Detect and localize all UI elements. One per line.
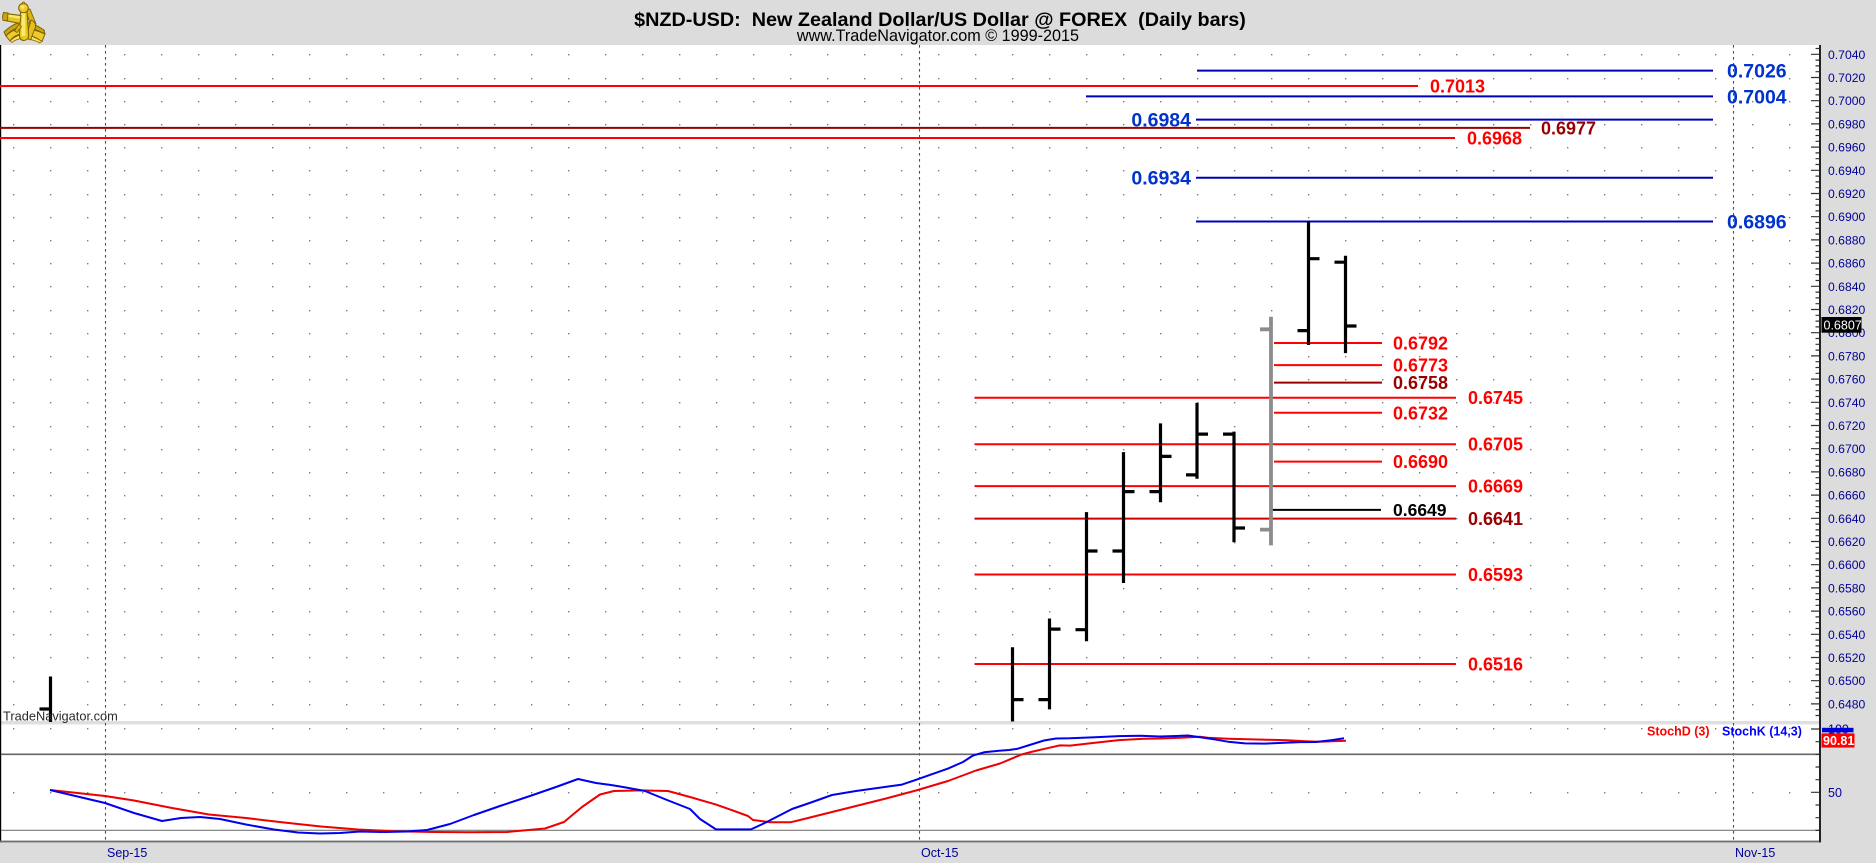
svg-text:0.6732: 0.6732 [1393, 403, 1448, 423]
svg-text:0.6580: 0.6580 [1828, 581, 1865, 595]
svg-text:0.7020: 0.7020 [1828, 71, 1865, 85]
svg-text:0.7026: 0.7026 [1727, 61, 1787, 83]
svg-text:0.6920: 0.6920 [1828, 187, 1865, 201]
svg-text:0.6940: 0.6940 [1828, 164, 1865, 178]
svg-text:0.6500: 0.6500 [1828, 674, 1865, 688]
svg-text:Oct-15: Oct-15 [921, 846, 959, 860]
svg-text:0.6968: 0.6968 [1467, 129, 1522, 149]
svg-text:0.6807: 0.6807 [1824, 319, 1862, 333]
svg-text:0.7013: 0.7013 [1430, 77, 1485, 97]
svg-text:0.7004: 0.7004 [1727, 86, 1787, 108]
svg-text:0.6745: 0.6745 [1468, 388, 1523, 408]
svg-text:0.6980: 0.6980 [1828, 117, 1865, 131]
svg-text:0.6900: 0.6900 [1828, 210, 1865, 224]
svg-text:0.6560: 0.6560 [1828, 605, 1865, 619]
svg-text:0.6480: 0.6480 [1828, 697, 1865, 711]
svg-text:0.6669: 0.6669 [1468, 477, 1523, 497]
svg-text:0.6820: 0.6820 [1828, 303, 1865, 317]
svg-text:0.6540: 0.6540 [1828, 628, 1865, 642]
svg-text:StochD (3): StochD (3) [1647, 725, 1710, 739]
svg-text:0.6649: 0.6649 [1393, 500, 1447, 520]
svg-text:0.6690: 0.6690 [1393, 452, 1448, 472]
svg-text:90.81: 90.81 [1823, 734, 1854, 748]
svg-text:0.6600: 0.6600 [1828, 558, 1865, 572]
svg-text:50: 50 [1828, 786, 1842, 800]
svg-text:0.6760: 0.6760 [1828, 373, 1865, 387]
svg-text:0.6705: 0.6705 [1468, 435, 1523, 455]
svg-text:0.6792: 0.6792 [1393, 334, 1448, 354]
svg-text:0.6880: 0.6880 [1828, 233, 1865, 247]
svg-text:Sep-15: Sep-15 [107, 846, 147, 860]
svg-text:0.6593: 0.6593 [1468, 565, 1523, 585]
svg-text:0.6934: 0.6934 [1131, 168, 1191, 190]
svg-text:www.TradeNavigator.com © 1999-: www.TradeNavigator.com © 1999-2015 [796, 27, 1079, 45]
svg-text:0.6660: 0.6660 [1828, 489, 1865, 503]
svg-text:0.6640: 0.6640 [1828, 512, 1865, 526]
svg-text:0.6840: 0.6840 [1828, 280, 1865, 294]
svg-text:StochK (14,3): StochK (14,3) [1722, 725, 1802, 739]
svg-text:0.6620: 0.6620 [1828, 535, 1865, 549]
svg-text:Nov-15: Nov-15 [1735, 846, 1775, 860]
svg-text:TradeNavigator.com: TradeNavigator.com [3, 709, 118, 724]
svg-text:0.6516: 0.6516 [1468, 655, 1523, 675]
svg-text:0.6680: 0.6680 [1828, 465, 1865, 479]
svg-text:0.6758: 0.6758 [1393, 373, 1448, 393]
svg-text:0.6896: 0.6896 [1727, 211, 1787, 233]
svg-text:0.6860: 0.6860 [1828, 257, 1865, 271]
svg-text:0.7000: 0.7000 [1828, 94, 1865, 108]
svg-text:0.6740: 0.6740 [1828, 396, 1865, 410]
svg-text:0.7040: 0.7040 [1828, 48, 1865, 62]
svg-text:$NZD-USD: New Zealand Dollar/: $NZD-USD: New Zealand Dollar/US Dollar @… [634, 9, 1246, 31]
svg-text:0.6773: 0.6773 [1393, 356, 1448, 376]
svg-text:0.6641: 0.6641 [1468, 509, 1523, 529]
svg-text:0.6780: 0.6780 [1828, 349, 1865, 363]
svg-text:0.6700: 0.6700 [1828, 442, 1865, 456]
svg-text:0.6977: 0.6977 [1541, 118, 1596, 138]
svg-text:0.6984: 0.6984 [1131, 110, 1191, 132]
svg-text:0.6520: 0.6520 [1828, 651, 1865, 665]
svg-text:0.6720: 0.6720 [1828, 419, 1865, 433]
svg-text:0.6960: 0.6960 [1828, 141, 1865, 155]
